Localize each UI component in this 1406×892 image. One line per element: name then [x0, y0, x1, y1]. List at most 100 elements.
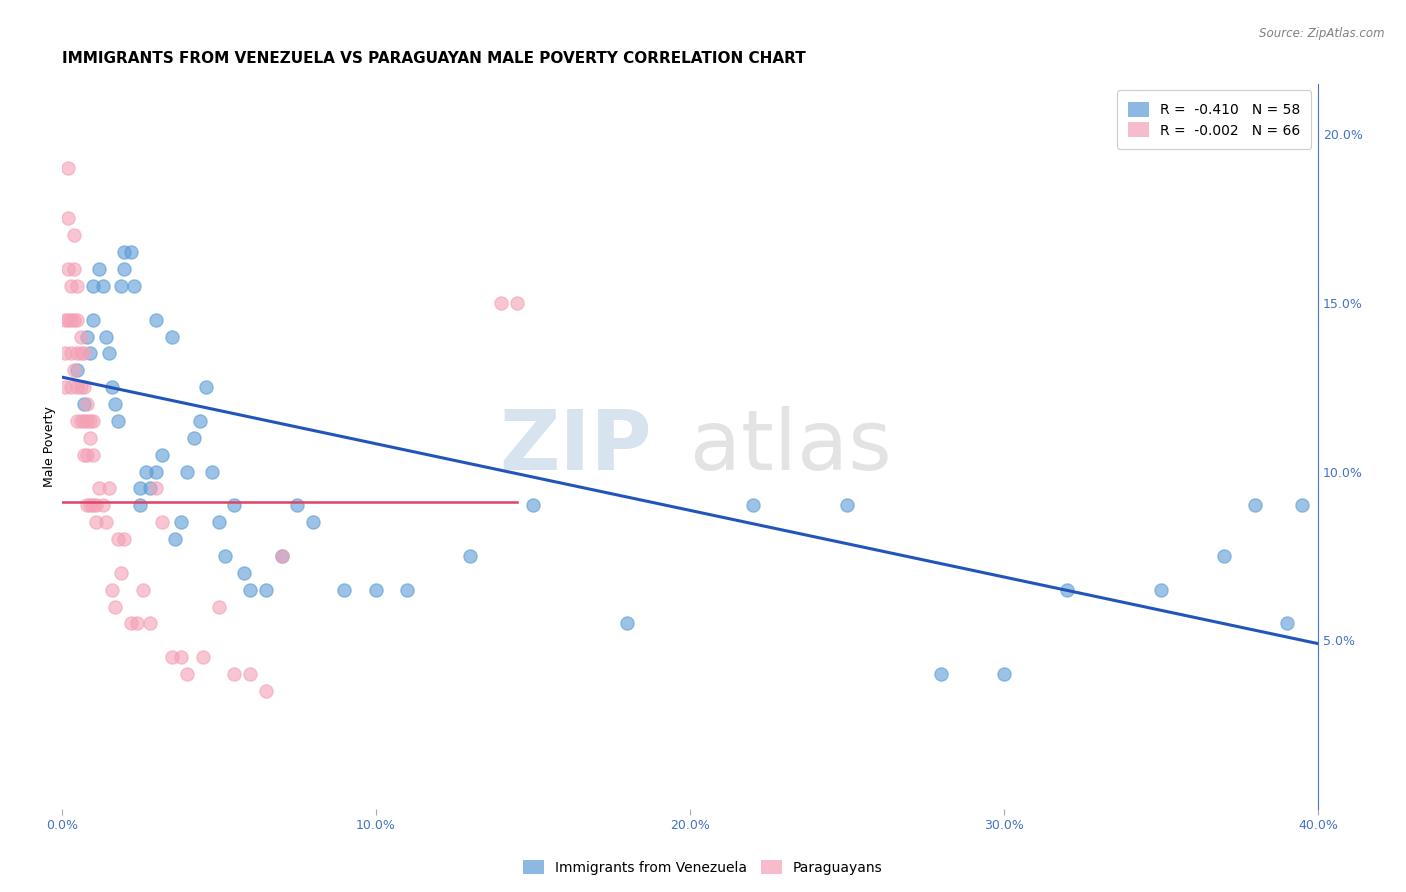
Point: [73, 346, 96, 360]
Point: [63, 262, 86, 277]
Point: [60, 279, 83, 293]
Point: [239, 582, 262, 597]
Point: [76, 498, 98, 512]
Point: [104, 397, 127, 411]
Point: [176, 465, 198, 479]
Text: atlas: atlas: [690, 406, 891, 487]
Point: [79, 431, 101, 445]
Point: [224, 667, 246, 681]
Point: [97, 346, 120, 360]
Point: [741, 498, 763, 512]
Point: [616, 616, 638, 631]
Point: [396, 582, 419, 597]
Point: [63, 312, 86, 326]
Point: [232, 566, 254, 580]
Point: [176, 667, 198, 681]
Point: [53, 380, 76, 394]
Point: [60, 346, 83, 360]
Point: [150, 448, 173, 462]
Point: [76, 448, 98, 462]
Point: [110, 566, 132, 580]
Text: Source: ZipAtlas.com: Source: ZipAtlas.com: [1260, 27, 1385, 40]
Point: [929, 667, 952, 681]
Point: [254, 684, 277, 698]
Point: [114, 245, 136, 260]
Point: [163, 532, 186, 546]
Point: [270, 549, 292, 563]
Point: [145, 312, 167, 326]
Point: [110, 279, 132, 293]
Point: [506, 296, 529, 310]
Point: [160, 329, 183, 343]
Point: [56, 262, 79, 277]
Point: [73, 414, 96, 428]
Point: [104, 599, 127, 614]
Point: [170, 650, 193, 665]
Point: [1244, 498, 1267, 512]
Point: [145, 465, 167, 479]
Point: [135, 465, 157, 479]
Point: [56, 161, 79, 175]
Point: [60, 380, 83, 394]
Point: [66, 279, 89, 293]
Point: [63, 363, 86, 377]
Point: [195, 380, 218, 394]
Point: [60, 312, 83, 326]
Point: [201, 465, 224, 479]
Point: [208, 599, 231, 614]
Point: [254, 582, 277, 597]
Point: [129, 498, 152, 512]
Point: [82, 312, 104, 326]
Point: [1056, 582, 1078, 597]
Point: [491, 296, 513, 310]
Point: [522, 498, 544, 512]
Point: [84, 515, 107, 529]
Point: [69, 346, 91, 360]
Point: [101, 380, 124, 394]
Point: [170, 515, 193, 529]
Point: [76, 397, 98, 411]
Point: [76, 329, 98, 343]
Point: [835, 498, 858, 512]
Point: [73, 380, 96, 394]
Point: [145, 482, 167, 496]
Text: ZIP: ZIP: [499, 406, 652, 487]
Point: [79, 498, 101, 512]
Point: [66, 414, 89, 428]
Point: [69, 414, 91, 428]
Point: [993, 667, 1015, 681]
Point: [94, 515, 117, 529]
Point: [114, 532, 136, 546]
Point: [79, 414, 101, 428]
Point: [73, 448, 96, 462]
Point: [160, 650, 183, 665]
Point: [114, 262, 136, 277]
Point: [183, 431, 205, 445]
Point: [458, 549, 481, 563]
Point: [239, 667, 262, 681]
Point: [132, 582, 155, 597]
Point: [191, 650, 214, 665]
Point: [107, 532, 129, 546]
Point: [97, 482, 120, 496]
Point: [91, 279, 114, 293]
Point: [89, 482, 111, 496]
Point: [79, 346, 101, 360]
Point: [56, 312, 79, 326]
Text: IMMIGRANTS FROM VENEZUELA VS PARAGUAYAN MALE POVERTY CORRELATION CHART: IMMIGRANTS FROM VENEZUELA VS PARAGUAYAN …: [62, 51, 806, 66]
Point: [84, 498, 107, 512]
Point: [1275, 616, 1298, 631]
Point: [188, 414, 211, 428]
Point: [1150, 582, 1173, 597]
Point: [125, 616, 148, 631]
Point: [122, 279, 145, 293]
Point: [302, 515, 325, 529]
Point: [224, 498, 246, 512]
Point: [76, 414, 98, 428]
Point: [82, 279, 104, 293]
Point: [150, 515, 173, 529]
Point: [138, 482, 160, 496]
Point: [69, 329, 91, 343]
Point: [129, 482, 152, 496]
Point: [364, 582, 387, 597]
